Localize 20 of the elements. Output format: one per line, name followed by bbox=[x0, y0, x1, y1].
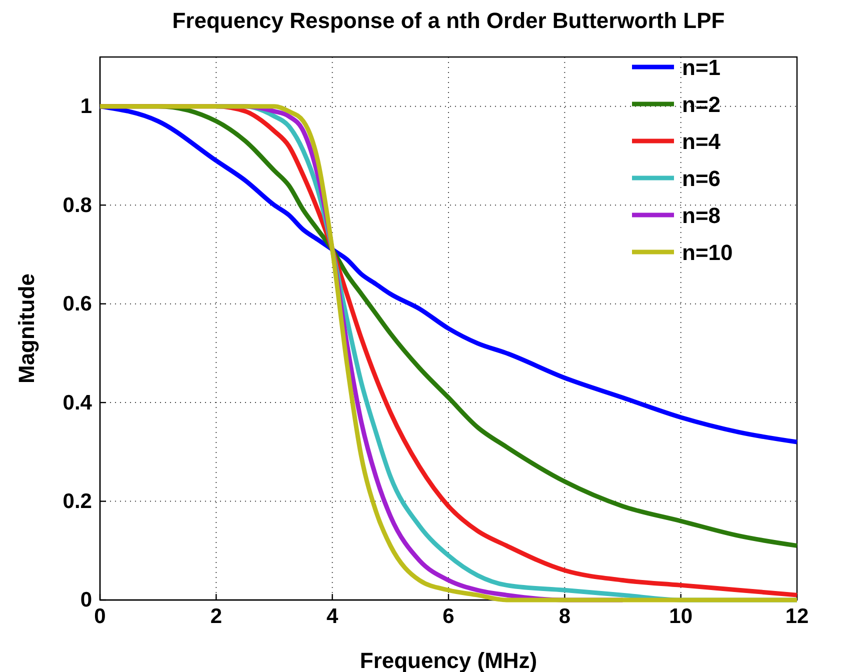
x-tick-label: 8 bbox=[558, 604, 571, 628]
y-tick-label: 0.4 bbox=[62, 391, 92, 414]
y-axis-title: Magnitude bbox=[14, 274, 39, 384]
y-tick-label: 1 bbox=[80, 95, 92, 118]
x-tick-label: 2 bbox=[210, 604, 222, 628]
y-tick-label: 0 bbox=[80, 588, 92, 612]
legend-label: n=6 bbox=[682, 166, 721, 191]
chart-title: Frequency Response of a nth Order Butterworth LPF bbox=[172, 8, 725, 33]
x-tick-label: 6 bbox=[442, 604, 454, 628]
x-tick-label: 12 bbox=[785, 604, 809, 628]
y-tick-label: 0.6 bbox=[62, 292, 92, 316]
legend-label: n=8 bbox=[682, 203, 721, 228]
legend-label: n=2 bbox=[682, 92, 721, 117]
legend-label: n=1 bbox=[682, 55, 721, 80]
x-tick-label: 4 bbox=[326, 604, 338, 628]
legend-label: n=4 bbox=[682, 129, 722, 154]
x-tick-label: 10 bbox=[669, 604, 693, 628]
legend-label: n=10 bbox=[682, 240, 733, 265]
y-tick-label: 0.2 bbox=[62, 490, 92, 513]
y-tick-label: 0.8 bbox=[62, 194, 92, 217]
